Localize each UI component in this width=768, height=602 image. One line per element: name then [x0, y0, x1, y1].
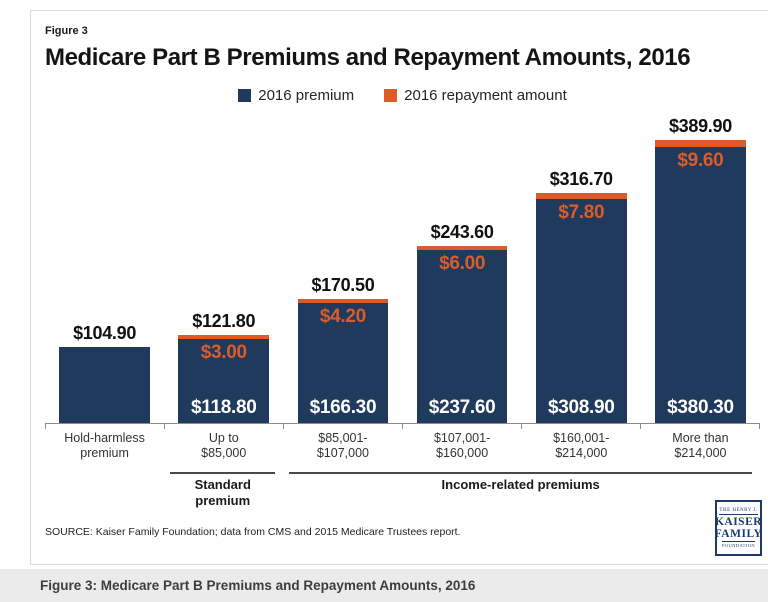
- premium-amount-label: $237.60: [428, 397, 496, 418]
- caption-footer-text: Figure 3: Medicare Part B Premiums and R…: [40, 578, 476, 593]
- axis-ticks: [45, 424, 760, 429]
- bar-column: $121.80 $3.00 $118.80: [164, 110, 283, 423]
- axis-tick: [522, 424, 641, 429]
- bar-column: $316.70 $7.80 $308.90: [522, 110, 641, 423]
- repayment-amount-label: $9.60: [677, 150, 724, 171]
- premium-amount-label: $166.30: [309, 397, 377, 418]
- legend-label-repayment: 2016 repayment amount: [404, 87, 567, 104]
- premium-amount-label: $380.30: [667, 397, 734, 418]
- group-annotation: Income-related premiums: [289, 472, 752, 493]
- bar-column: $389.90 $9.60 $380.30: [641, 110, 760, 423]
- bar-column: $243.60 $6.00 $237.60: [403, 110, 522, 423]
- figure-number-label: Figure 3: [45, 25, 88, 37]
- stacked-bar: $6.00 $237.60: [416, 246, 508, 423]
- chart-title: Medicare Part B Premiums and Repayment A…: [45, 44, 691, 71]
- logo-line-kaiser: KAISER: [714, 515, 763, 528]
- repayment-segment: [535, 193, 627, 199]
- premium-amount-label: $308.90: [547, 397, 615, 418]
- stacked-bar: $4.20 $166.30: [297, 299, 389, 423]
- axis-tick: [641, 424, 760, 429]
- premium-amount-label: $118.80: [190, 397, 257, 418]
- logo-line-foundation: FOUNDATION: [722, 541, 755, 549]
- axis-tick: [45, 424, 165, 429]
- bar-total-label: $170.50: [311, 275, 375, 295]
- logo-line-top: THE HENRY J.: [719, 507, 758, 515]
- stacked-bar: [59, 347, 150, 423]
- bar-total-label: $104.90: [73, 323, 137, 343]
- group-annotations: Standard premium Income-related premiums: [45, 472, 760, 512]
- stacked-bar: $3.00 $118.80: [178, 335, 270, 423]
- x-axis-labels: Hold-harmless premium Up to $85,000 $85,001-…: [45, 431, 760, 461]
- logo-line-family: FAMILY: [714, 528, 763, 540]
- source-note: SOURCE: Kaiser Family Foundation; data f…: [45, 526, 461, 538]
- axis-tick: [284, 424, 403, 429]
- x-axis-category-label: More than $214,000: [672, 431, 729, 460]
- kaiser-family-foundation-logo: THE HENRY J. KAISER FAMILY FOUNDATION: [715, 500, 762, 556]
- bar-total-label: $243.60: [430, 222, 494, 242]
- x-axis-category-label: $107,001- $160,000: [433, 431, 491, 460]
- legend-item-repayment: 2016 repayment amount: [384, 87, 567, 104]
- repayment-swatch-icon: [384, 89, 398, 102]
- stacked-bar: $7.80 $308.90: [535, 193, 627, 423]
- bar-plot-area: $104.90 $121.80 $3.00 $118.80 $170.50 $4.20 $1…: [45, 110, 760, 424]
- repayment-segment: [178, 335, 270, 339]
- x-axis-category-label: Up to $85,000: [201, 431, 247, 460]
- stacked-bar: $9.60 $380.30: [655, 140, 746, 423]
- repayment-amount-label: $4.20: [319, 306, 366, 327]
- caption-footer-bar: Figure 3: Medicare Part B Premiums and R…: [0, 569, 768, 602]
- repayment-amount-label: $3.00: [200, 342, 247, 363]
- bar-total-label: $389.90: [668, 116, 732, 136]
- legend-label-premium: 2016 premium: [258, 87, 355, 104]
- bar-column: $104.90: [45, 110, 164, 423]
- x-axis-category-label: $160,001- $214,000: [553, 431, 610, 460]
- bar-column: $170.50 $4.20 $166.30: [283, 110, 402, 423]
- repayment-segment: [297, 299, 389, 303]
- premium-swatch-icon: [238, 89, 252, 102]
- figure-card: Figure 3 Medicare Part B Premiums and Re…: [30, 10, 768, 565]
- x-axis-category-label: Hold-harmless premium: [64, 431, 145, 460]
- repayment-segment: [416, 246, 508, 250]
- repayment-segment: [655, 140, 746, 147]
- repayment-amount-label: $7.80: [558, 202, 605, 223]
- group-annotation: Standard premium: [170, 472, 276, 508]
- x-axis-category-label: $85,001- $107,000: [316, 431, 369, 460]
- legend-item-premium: 2016 premium: [238, 87, 354, 104]
- chart-legend: 2016 premium 2016 repayment amount: [45, 87, 760, 104]
- repayment-amount-label: $6.00: [439, 253, 486, 274]
- axis-tick: [403, 424, 522, 429]
- bar-total-label: $121.80: [192, 311, 256, 331]
- axis-tick: [165, 424, 284, 429]
- bar-total-label: $316.70: [549, 169, 613, 189]
